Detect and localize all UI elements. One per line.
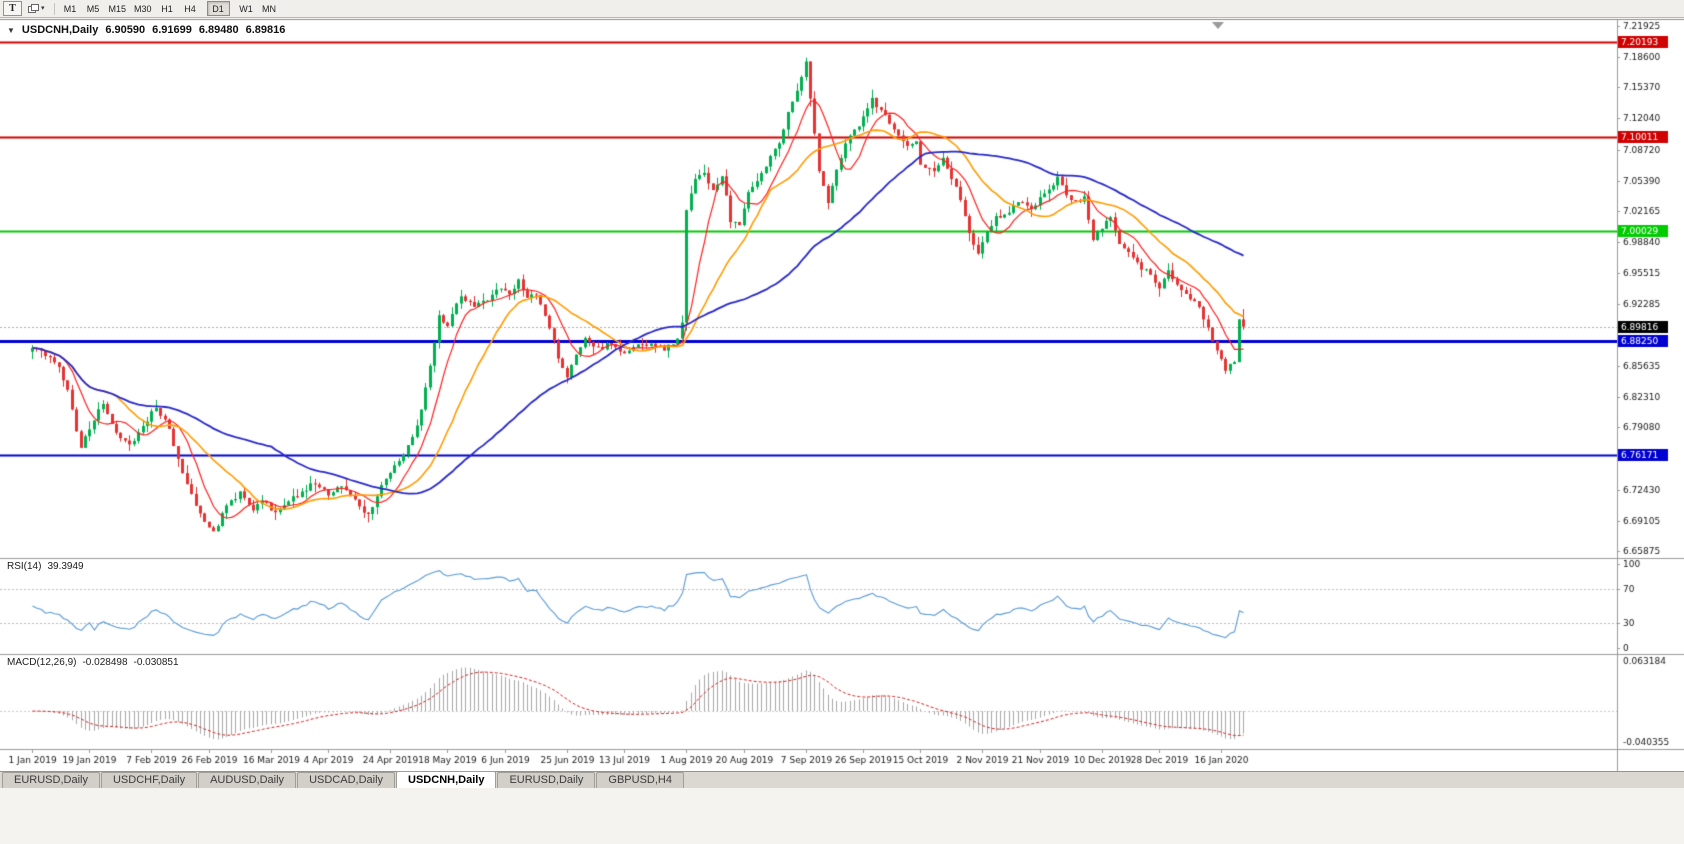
dropdown-caret-icon: ▾ bbox=[41, 5, 45, 12]
price-chart-canvas[interactable] bbox=[0, 19, 1684, 771]
cascade-windows-icon bbox=[28, 3, 39, 13]
timeframe-button-h1[interactable]: H1 bbox=[156, 1, 179, 16]
timeframe-button-m1[interactable]: M1 bbox=[59, 1, 82, 16]
chart-tab-1-usdchf-daily[interactable]: USDCHF,Daily bbox=[100, 772, 198, 788]
chart-tab-5-eurusd-daily[interactable]: EURUSD,Daily bbox=[497, 772, 596, 788]
chart-tab-6-gbpusd-h4[interactable]: GBPUSD,H4 bbox=[596, 772, 684, 788]
chart-tab-2-audusd-daily[interactable]: AUDUSD,Daily bbox=[198, 772, 297, 788]
chart-tab-0-eurusd-daily[interactable]: EURUSD,Daily bbox=[2, 772, 100, 788]
text-tool-button[interactable]: T bbox=[3, 1, 22, 16]
chart-window: ▼ USDCNH,Daily 6.90590 6.91699 6.89480 6… bbox=[0, 19, 1684, 771]
timeframe-button-group: M1 M5 M15 M30 H1 H4 D1 W1 MN bbox=[59, 1, 281, 16]
one-click-trading-arrow-icon[interactable]: ▼ bbox=[7, 25, 15, 35]
timeframe-button-m15[interactable]: M15 bbox=[105, 1, 131, 16]
window-layout-button[interactable]: ▾ bbox=[25, 1, 48, 16]
timeframe-button-h4[interactable]: H4 bbox=[179, 1, 202, 16]
timeframe-button-mn[interactable]: MN bbox=[258, 1, 281, 16]
toolbar-separator bbox=[53, 2, 55, 15]
toolbar: T ▾ M1 M5 M15 M30 H1 H4 D1 W1 MN bbox=[0, 0, 1684, 18]
chart-tab-bar: EURUSD,Daily USDCHF,Daily AUDUSD,Daily USDC… bbox=[0, 771, 1684, 788]
timeframe-button-w1[interactable]: W1 bbox=[235, 1, 258, 16]
chart-tab-3-usdcad-daily[interactable]: USDCAD,Daily bbox=[297, 772, 396, 788]
timeframe-button-m5[interactable]: M5 bbox=[82, 1, 105, 16]
timeframe-button-m30[interactable]: M30 bbox=[130, 1, 156, 16]
chart-tab-4-usdcnh-daily[interactable]: USDCNH,Daily bbox=[396, 771, 497, 788]
timeframe-button-d1[interactable]: D1 bbox=[206, 1, 230, 16]
status-area bbox=[0, 788, 1684, 844]
